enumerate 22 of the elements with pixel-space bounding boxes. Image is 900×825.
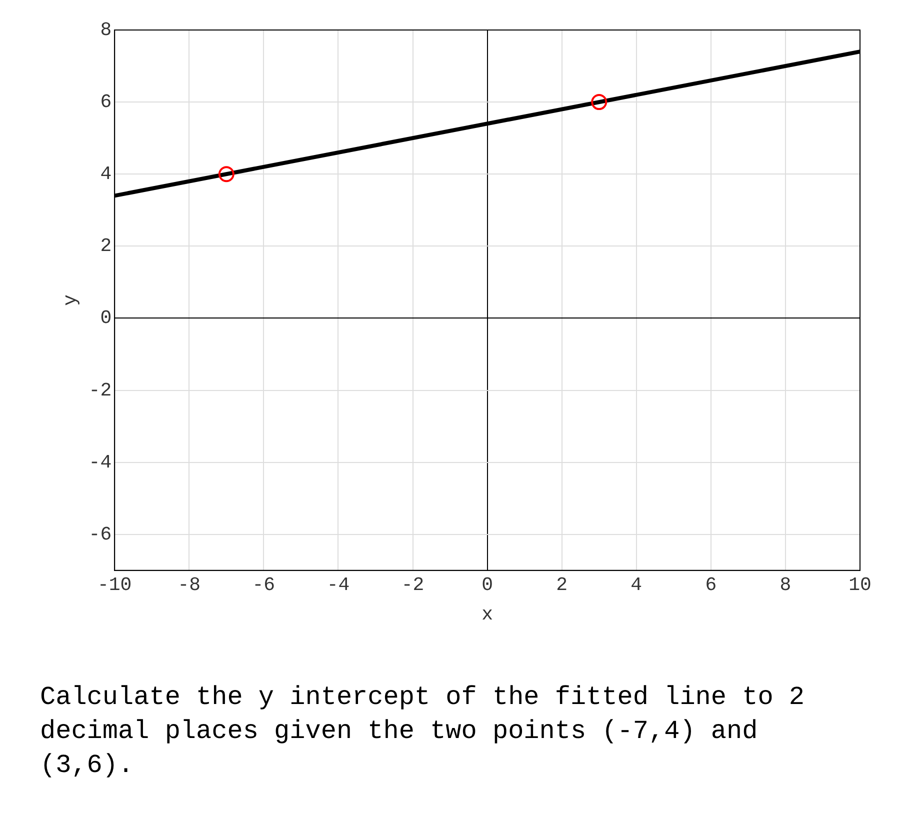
y-tick-label: 6 — [100, 91, 112, 114]
x-tick-label: -10 — [97, 574, 132, 596]
y-tick-label: 4 — [100, 163, 112, 186]
x-tick-label: -6 — [252, 574, 276, 596]
x-tick-label: 10 — [848, 574, 872, 596]
x-tick-label: 2 — [556, 574, 568, 596]
y-tick-label: -6 — [88, 523, 112, 546]
x-tick-label: -2 — [401, 574, 424, 596]
y-tick-label: 2 — [100, 235, 112, 258]
y-axis-title: y — [59, 294, 82, 306]
y-tick-label: 8 — [100, 19, 112, 42]
x-tick-label: 6 — [705, 574, 717, 596]
x-tick-label: 8 — [780, 574, 792, 596]
x-tick-label: 4 — [630, 574, 642, 596]
y-tick-label: -4 — [88, 451, 112, 474]
y-tick-label: -2 — [88, 379, 112, 402]
x-tick-label: -4 — [326, 574, 350, 596]
text: Calculate the y intercept of the fitted line to 2 decimal places given the two points (-7,4) and (3,6). — [40, 681, 806, 782]
x-tick-label: -8 — [178, 574, 201, 596]
y-tick-label: 0 — [100, 307, 112, 330]
x-axis-title: x — [482, 604, 494, 626]
x-tick-label: 0 — [482, 574, 494, 596]
